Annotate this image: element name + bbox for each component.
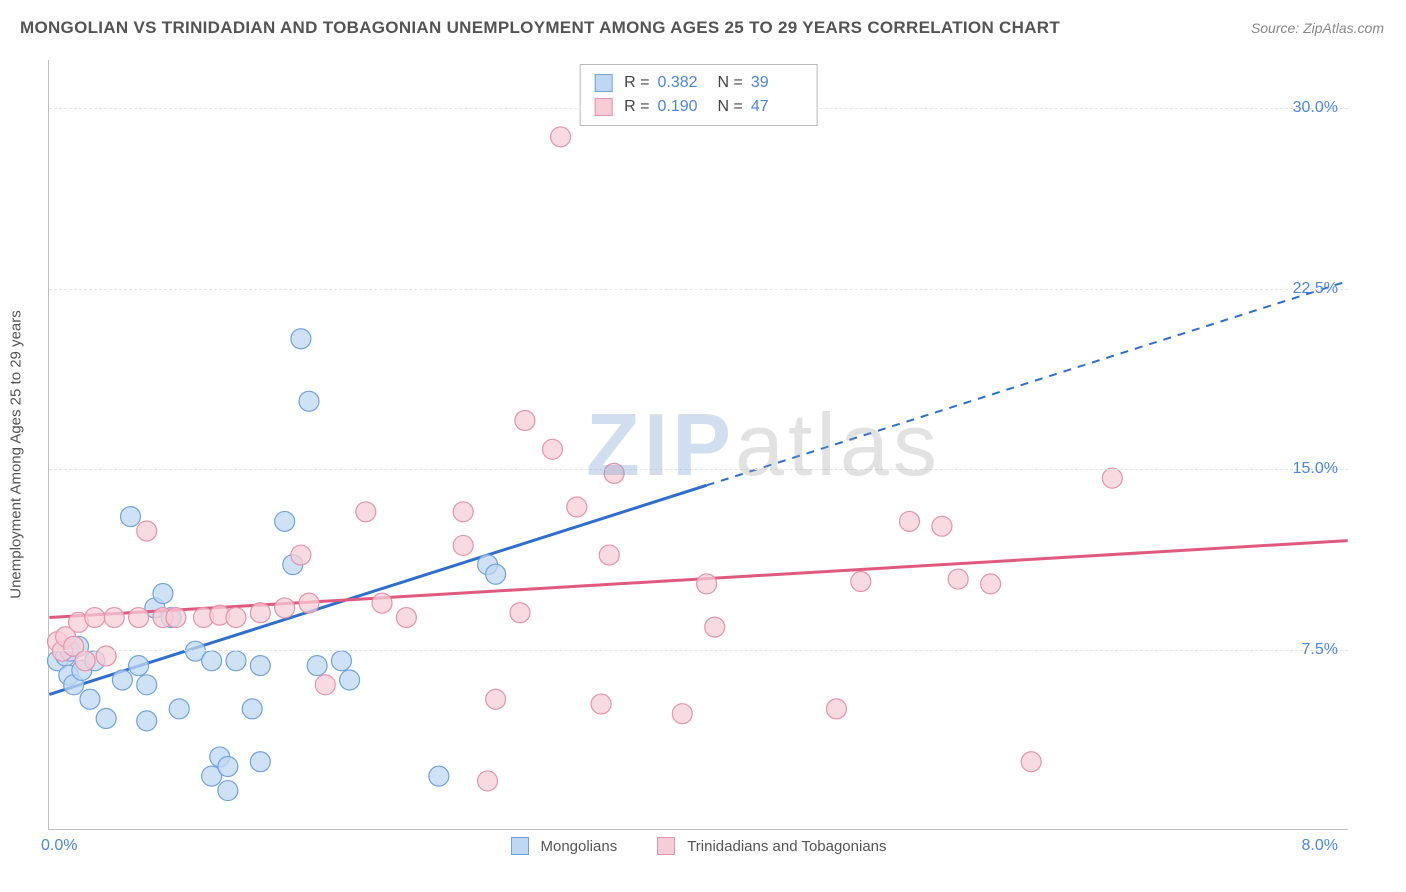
r-label: R = xyxy=(624,71,649,95)
swatch-icon xyxy=(594,98,612,116)
y-tick-label: 15.0% xyxy=(1293,460,1338,478)
swatch-icon xyxy=(657,837,675,855)
y-tick-label: 30.0% xyxy=(1293,99,1338,117)
stats-row: R = 0.190 N = 47 xyxy=(594,95,803,119)
swatch-icon xyxy=(594,74,612,92)
y-tick-label: 7.5% xyxy=(1302,641,1338,659)
legend-item: Mongolians xyxy=(510,837,617,855)
n-value: 47 xyxy=(751,95,803,119)
scatter-svg xyxy=(49,60,1348,829)
legend-label: Trinidadians and Tobagonians xyxy=(687,838,886,855)
legend-item: Trinidadians and Tobagonians xyxy=(657,837,886,855)
legend: Mongolians Trinidadians and Tobagonians xyxy=(510,837,886,855)
source-attribution: Source: ZipAtlas.com xyxy=(1251,20,1384,36)
legend-label: Mongolians xyxy=(540,838,617,855)
stats-box: R = 0.382 N = 39 R = 0.190 N = 47 xyxy=(579,64,818,126)
r-value: 0.190 xyxy=(658,95,710,119)
swatch-icon xyxy=(510,837,528,855)
n-value: 39 xyxy=(751,71,803,95)
stats-row: R = 0.382 N = 39 xyxy=(594,71,803,95)
chart-title: MONGOLIAN VS TRINIDADIAN AND TOBAGONIAN … xyxy=(20,18,1060,38)
n-label: N = xyxy=(718,95,743,119)
r-value: 0.382 xyxy=(658,71,710,95)
chart-container: MONGOLIAN VS TRINIDADIAN AND TOBAGONIAN … xyxy=(0,0,1406,892)
n-label: N = xyxy=(718,71,743,95)
x-tick-min: 0.0% xyxy=(41,837,77,855)
plot-area: R = 0.382 N = 39 R = 0.190 N = 47 ZIPatl… xyxy=(48,60,1348,830)
x-tick-max: 8.0% xyxy=(1302,837,1338,855)
y-tick-label: 22.5% xyxy=(1293,280,1338,298)
r-label: R = xyxy=(624,95,649,119)
y-axis-label: Unemployment Among Ages 25 to 29 years xyxy=(8,310,25,599)
